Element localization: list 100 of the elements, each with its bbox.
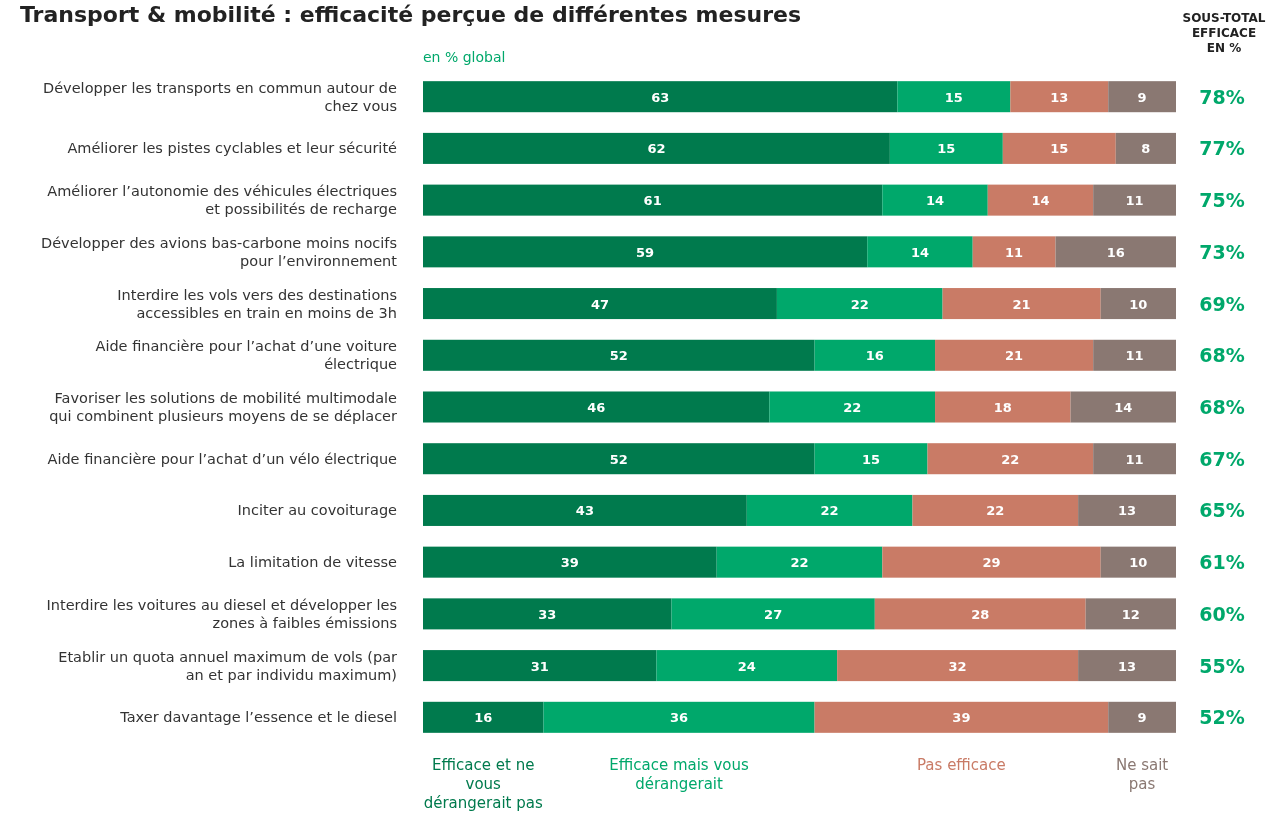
data-label: 63 [651,89,670,105]
data-label: 11 [1125,193,1144,209]
bar [867,236,973,268]
bar [882,184,988,216]
series-label: Efficace mais vous dérangerait [609,756,749,793]
data-label: 10 [1129,555,1148,571]
bar [423,650,657,682]
bar [897,81,1011,113]
data-label: 12 [1121,606,1140,622]
y-tick-label: Aide financière pour l’achat d’une voiture électrique [95,338,398,373]
bar [1085,598,1176,630]
bar [942,288,1101,320]
data-label: 16 [1106,244,1125,260]
text: 75% [1199,189,1245,212]
bar [1070,391,1176,423]
data-label: 36 [669,710,689,726]
data-label: 13 [1118,503,1137,519]
text: 52% [1199,706,1245,729]
data-label: 52 [609,348,628,364]
bar [543,701,815,733]
bar [776,288,943,320]
bar [1108,701,1176,733]
data-label: 47 [590,296,609,312]
bar [1002,132,1116,164]
data-label: 11 [1125,451,1144,467]
bar [837,650,1079,682]
data-label: 15 [1050,141,1069,157]
y-tick-label: Inciter au covoiturage [237,502,398,519]
chart-title: Transport & mobilité : efficacité perçue de différentes mesures [20,2,802,27]
bar [423,132,890,164]
bar [927,443,1094,475]
data-label: 13 [1118,658,1137,674]
bar [889,132,1003,164]
bar [1108,81,1176,113]
data-label: 62 [647,141,666,157]
bar [1093,443,1176,475]
bar [423,288,777,320]
bar [814,701,1109,733]
data-label: 13 [1050,89,1069,105]
y-tick-label: La limitation de vitesse [228,554,398,571]
text: 73% [1199,240,1245,263]
bar [814,443,928,475]
bar [1115,132,1176,164]
bar [935,391,1071,423]
bar [1093,339,1176,371]
bar [746,494,913,526]
data-label: 15 [944,89,963,105]
bar [912,494,1079,526]
data-label: 14 [925,193,945,209]
data-label: 22 [820,503,839,519]
bar [423,598,672,630]
data-label: 8 [1141,141,1151,157]
data-label: 46 [587,400,606,415]
y-tick-label: Favoriser les solutions de mobilité multimodale qui combinent plusieurs moyens de se déplacer [49,390,398,424]
data-label: 31 [530,658,549,674]
text: 77% [1199,137,1245,160]
data-label: 33 [538,606,557,622]
bar [1100,288,1176,320]
data-label: 59 [636,244,655,260]
bar [1100,546,1176,578]
data-label: 27 [764,606,783,622]
bar [1078,494,1176,526]
text: 60% [1199,602,1245,625]
data-label: 14 [910,244,930,260]
bar [814,339,936,371]
text: 61% [1199,551,1245,574]
data-label: 21 [1012,296,1031,312]
data-label: 22 [850,296,869,312]
data-label: 21 [1005,348,1024,364]
data-label: 15 [861,451,881,467]
data-label: 18 [993,400,1012,415]
data-label: 24 [737,658,756,674]
y-tick-label: Développer les transports en commun autour de chez vous [43,79,398,114]
data-label: 9 [1137,89,1147,105]
data-label: 10 [1129,296,1148,312]
y-tick-label: Développer des avions bas-carbone moins nocifs pour l’environnement [41,234,398,269]
bar [423,339,815,371]
data-label: 29 [982,555,1001,571]
data-label: 39 [952,710,971,726]
bar [656,650,838,682]
text: 67% [1199,447,1245,470]
text: 78% [1199,85,1245,108]
bar [423,546,717,578]
data-label: 32 [948,658,967,674]
bar [671,598,875,630]
data-label: 39 [560,555,579,571]
bar [423,391,770,423]
data-label: 22 [1001,451,1020,467]
bar [423,701,544,733]
bar [423,184,883,216]
bar [423,494,747,526]
y-tick-label: Améliorer l’autonomie des véhicules électriques et possibilités de recharge [47,183,398,218]
data-label: 11 [1005,244,1024,260]
data-label: 22 [986,503,1005,519]
bar [882,546,1101,578]
data-label: 28 [971,606,990,622]
data-label: 9 [1137,710,1147,726]
series-label: Pas efficace [917,756,1006,774]
data-label: 14 [1114,400,1133,415]
bar [1055,236,1176,268]
